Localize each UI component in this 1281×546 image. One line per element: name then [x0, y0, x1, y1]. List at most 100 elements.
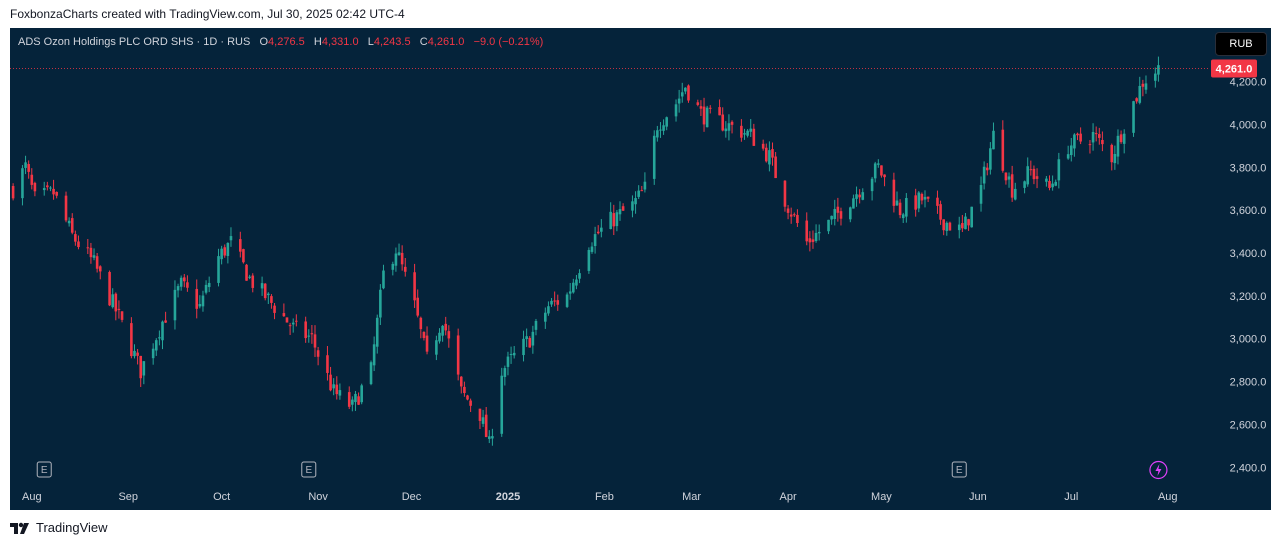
candle-body: [295, 320, 298, 322]
candle-body: [459, 376, 463, 387]
candle-body: [11, 186, 15, 199]
candle-body: [245, 264, 248, 281]
candle-body: [684, 87, 687, 92]
candle-body: [982, 166, 986, 184]
candle-body: [805, 220, 809, 242]
candle-body: [708, 107, 712, 109]
candle-body: [422, 331, 426, 338]
candle-body: [1001, 129, 1005, 171]
candle-body: [1007, 176, 1011, 180]
candle-body: [721, 114, 725, 131]
candle-body: [643, 181, 647, 190]
y-tick-label: 2,800.0: [1230, 377, 1267, 389]
candle-body: [1119, 134, 1123, 143]
candle-body: [746, 130, 749, 136]
candle-body: [849, 207, 852, 220]
candle-body: [64, 195, 68, 221]
candle-body: [967, 219, 970, 226]
chart-panel[interactable]: 2,400.0 2,600.0 2,800.0 3,000.0 3,200.0 3,400…: [10, 28, 1271, 510]
candle-body: [186, 282, 189, 288]
candle-body: [394, 253, 398, 266]
candle-body: [503, 368, 507, 377]
tradingview-footer[interactable]: TradingView: [10, 520, 108, 535]
candle-body: [621, 206, 625, 211]
candle-body: [360, 385, 363, 403]
candle-body: [267, 293, 270, 296]
candle-body: [730, 121, 734, 125]
candle-body: [42, 188, 46, 191]
candle-body: [768, 150, 771, 165]
candle-body: [357, 396, 360, 405]
candle-body: [964, 216, 967, 230]
candle-body: [512, 352, 516, 356]
candle-body: [403, 266, 407, 272]
candle-body: [151, 348, 155, 359]
candle-body: [1051, 183, 1054, 188]
candle-body: [855, 194, 858, 199]
last-price-tag: [1211, 59, 1257, 78]
x-tick-label: Jul: [1064, 491, 1078, 503]
candle-body: [593, 234, 597, 247]
candle-body: [640, 190, 644, 192]
candle-body: [1066, 154, 1070, 159]
candle-body: [291, 322, 295, 325]
candle-body: [618, 209, 622, 215]
candle-body: [182, 277, 186, 282]
candle-body: [752, 128, 756, 146]
currency-button[interactable]: RUB: [1215, 32, 1267, 56]
candle-body: [659, 129, 662, 131]
lightning-event-icon: [1149, 460, 1168, 480]
candle-body: [139, 355, 143, 379]
candle-body: [1045, 178, 1048, 182]
candle-body: [1110, 144, 1114, 163]
candle-body: [382, 270, 385, 289]
candle-body: [1029, 169, 1033, 171]
candle-body: [687, 85, 690, 101]
candle-body: [696, 102, 700, 105]
lightning-glyph: [1155, 464, 1162, 476]
candle-body: [883, 174, 886, 178]
candle-body: [702, 106, 706, 125]
candle-body: [1101, 139, 1104, 145]
candle-body: [52, 188, 55, 195]
candle-body: [478, 408, 482, 421]
candle-body: [877, 163, 880, 165]
candle-body: [136, 352, 139, 356]
candle-body: [338, 390, 342, 396]
x-tick-label: Oct: [213, 491, 230, 503]
candle-body: [201, 295, 205, 307]
low-value: 4,243.5: [373, 36, 411, 48]
candle-body: [270, 296, 273, 303]
candle-body: [1154, 73, 1157, 81]
candle-body: [674, 104, 678, 117]
candle-body: [1113, 153, 1117, 164]
close-value: 4,261.0: [427, 36, 465, 48]
candle-body: [419, 317, 423, 330]
x-tick-label: Nov: [308, 491, 328, 503]
candle-body: [108, 272, 111, 306]
candle-body: [500, 375, 504, 434]
candle-body: [369, 362, 373, 385]
candle-body: [578, 273, 581, 279]
candle-body: [905, 198, 908, 217]
candle-body: [652, 135, 656, 179]
earnings-marker-icon: [36, 461, 52, 478]
candle-body: [161, 321, 164, 341]
candle-body: [217, 256, 220, 283]
candle-body: [961, 223, 964, 229]
candle-body: [260, 283, 264, 289]
candle-body: [27, 164, 30, 172]
candle-body: [158, 337, 161, 339]
candle-body: [223, 247, 227, 256]
candle-body: [1135, 98, 1138, 102]
x-tick-label: Dec: [402, 491, 422, 503]
candle-body: [568, 291, 572, 294]
candlestick-chart[interactable]: 2,400.0 2,600.0 2,800.0 3,000.0 3,200.0 3,400…: [10, 28, 1271, 510]
y-tick-label: 3,000.0: [1230, 334, 1267, 346]
candle-body: [509, 353, 513, 355]
candle-body: [699, 106, 703, 109]
candle-body: [1013, 188, 1017, 200]
tradingview-logo-icon: [10, 522, 29, 534]
candle-body: [556, 300, 560, 305]
candle-body: [796, 214, 799, 224]
